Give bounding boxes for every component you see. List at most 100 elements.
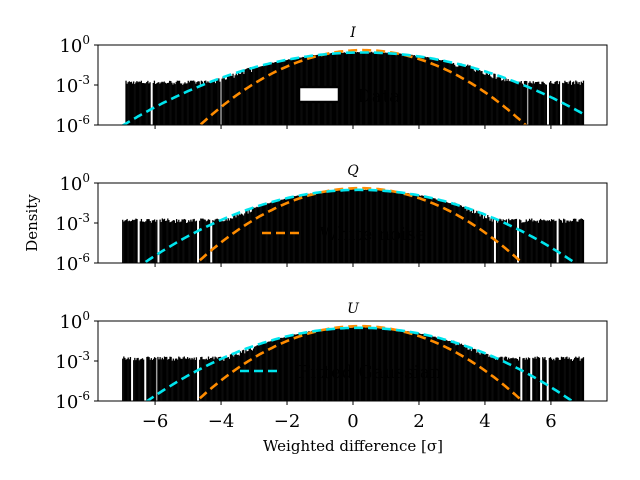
histogram-bar — [258, 66, 260, 125]
histogram-bar — [580, 218, 582, 263]
histogram-bar — [574, 84, 576, 125]
histogram-bar — [368, 327, 370, 401]
histogram-bar — [228, 358, 231, 401]
histogram-bar — [452, 62, 455, 125]
histogram-bar — [417, 55, 420, 125]
histogram-bar — [303, 194, 305, 263]
histogram-bar — [425, 334, 427, 401]
histogram-bar — [460, 63, 462, 125]
histogram-bar — [538, 220, 541, 263]
histogram-bar — [373, 189, 376, 263]
histogram-bar — [261, 343, 264, 401]
data-histogram — [122, 189, 585, 263]
histogram-bar — [533, 358, 535, 401]
histogram-bar — [472, 66, 474, 125]
histogram-bar — [349, 327, 351, 401]
histogram-bar — [229, 218, 232, 263]
histogram-bar — [569, 220, 571, 263]
histogram-bar — [569, 80, 572, 125]
histogram-bar — [244, 213, 246, 263]
histogram-bar — [578, 219, 580, 263]
histogram-bar — [326, 191, 328, 263]
histogram-bar — [523, 357, 525, 401]
histogram-bar — [190, 359, 192, 401]
histogram-bar — [232, 354, 234, 401]
histogram-bar — [338, 189, 341, 263]
histogram-bar — [266, 64, 268, 125]
histogram-bar — [296, 58, 299, 125]
histogram-bar — [247, 350, 249, 401]
histogram-bar — [309, 331, 311, 401]
histogram-bar — [481, 71, 483, 125]
histogram-bar — [522, 358, 524, 401]
histogram-bar — [278, 338, 280, 401]
histogram-bar — [528, 82, 530, 125]
histogram-bar — [555, 220, 557, 263]
histogram-bar — [514, 358, 516, 401]
histogram-bar — [432, 197, 434, 263]
histogram-bar — [360, 52, 362, 125]
y-axis-title: Density — [23, 194, 41, 252]
histogram-bar — [363, 327, 366, 401]
histogram-bar — [422, 195, 424, 263]
histogram-bar — [418, 195, 421, 263]
histogram-bar — [455, 203, 457, 263]
histogram-bar — [545, 221, 547, 263]
histogram-bar — [434, 198, 436, 263]
histogram-bar — [312, 330, 314, 401]
histogram-bar — [512, 219, 514, 263]
histogram-bar — [317, 191, 320, 263]
histogram-bar — [456, 66, 458, 125]
histogram-bar — [205, 221, 207, 263]
legend: White noise — [262, 224, 427, 245]
histogram-bar — [146, 219, 148, 263]
histogram-bar — [219, 356, 222, 401]
histogram-bar — [133, 81, 135, 125]
histogram-bar — [305, 332, 308, 401]
histogram-bar — [311, 330, 313, 401]
histogram-bar — [432, 336, 434, 401]
histogram-bar — [371, 327, 373, 401]
histogram-bar — [500, 219, 502, 263]
histogram-bar — [137, 82, 139, 125]
panel-title: Q — [347, 163, 359, 179]
histogram-bar — [364, 51, 366, 125]
histogram-bar — [142, 221, 145, 263]
histogram-bar — [246, 210, 248, 263]
y-tick-label: 100 — [59, 33, 90, 57]
histogram-bar — [451, 203, 454, 263]
histogram-bar — [532, 357, 534, 401]
histogram-bar — [468, 349, 470, 401]
histogram-bar — [538, 357, 541, 401]
histogram-bar — [290, 59, 292, 125]
histogram-bar — [426, 334, 428, 401]
histogram-bar — [460, 343, 463, 401]
histogram-bar — [232, 73, 234, 125]
y-tick-label: 100 — [59, 171, 90, 195]
histogram-bar — [476, 68, 479, 125]
histogram-bar — [281, 337, 283, 401]
histogram-bar — [268, 63, 270, 125]
histogram-bar — [186, 357, 189, 401]
histogram-bar — [155, 221, 157, 263]
histogram-bar — [199, 84, 201, 125]
histogram-bar — [519, 82, 521, 125]
histogram-bar — [557, 84, 560, 125]
histogram-bar — [380, 52, 383, 125]
histogram-bar — [219, 81, 221, 125]
histogram-bar — [506, 80, 508, 125]
histogram-bar — [254, 67, 256, 125]
histogram-bar — [236, 75, 239, 125]
histogram-bar — [140, 358, 143, 401]
histogram-bar — [448, 203, 450, 263]
histogram-bar — [480, 213, 482, 263]
histogram-bar — [149, 82, 151, 125]
histogram-bar — [345, 328, 347, 401]
histogram-bar — [429, 197, 432, 263]
histogram-bar — [219, 220, 222, 263]
histogram-bar — [183, 83, 185, 125]
histogram-bar — [356, 52, 359, 125]
histogram-bar — [224, 220, 226, 263]
histogram-bar — [206, 359, 209, 401]
histogram-bar — [280, 199, 282, 263]
